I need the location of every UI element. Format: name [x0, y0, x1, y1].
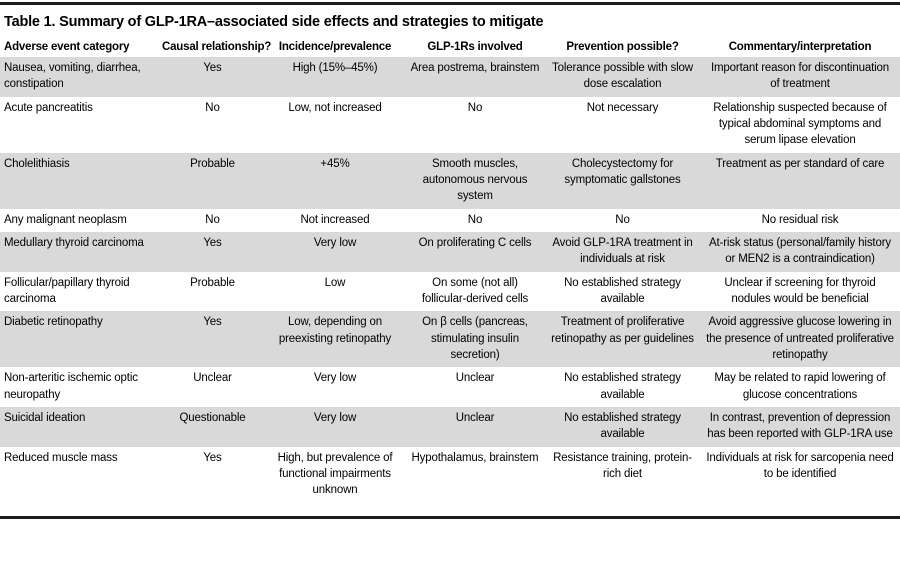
table-cell: Not necessary: [586, 101, 659, 114]
table-cell: Very low: [313, 236, 357, 249]
table-cell: Acute pancreatitis: [4, 101, 93, 114]
table-cell: Cholelithiasis: [4, 157, 70, 170]
table-row: Non-arteritic ischemic optic neuropathy U…: [0, 367, 900, 407]
column-header-adverse-event-category: Adverse event category: [4, 41, 130, 53]
table-cell: Yes: [203, 236, 222, 249]
table-cell: High, but prevalence of functional impai…: [277, 451, 393, 497]
table-cell: No: [205, 213, 220, 226]
table-bottom-rule: [0, 515, 900, 519]
table-cell: May be related to rapid lowering of gluc…: [714, 372, 886, 401]
table-cell: Tolerance possible with slow dose escala…: [552, 62, 693, 91]
table-header-row: Adverse event category Causal relationsh…: [0, 41, 900, 57]
table-cell: Yes: [203, 451, 222, 464]
table-cell: On proliferating C cells: [418, 236, 532, 249]
table-cell: Unclear: [455, 411, 495, 424]
table-body: Nausea, vomiting, diarrhea, constipation…: [0, 57, 900, 503]
table-cell: Individuals at risk for sarcopenia need …: [706, 451, 894, 480]
table-cell: Treatment of proliferative retinopathy a…: [551, 316, 694, 345]
table-cell: Unclear: [455, 372, 495, 385]
table-cell: Low, not increased: [288, 101, 382, 114]
table-row: Suicidal ideation Questionable Very low Unc…: [0, 406, 900, 447]
table-cell: +45%: [320, 157, 350, 170]
table-cell: Hypothalamus, brainstem: [411, 451, 539, 464]
table-cell: High (15%–45%): [292, 62, 378, 74]
table-row: Reduced muscle mass Yes High, but prevalen…: [0, 447, 900, 503]
table-cell: In contrast, prevention of depression ha…: [707, 411, 893, 441]
table-cell: No established strategy available: [564, 276, 681, 305]
table-row: Medullary thyroid carcinoma Yes Very low On…: [0, 231, 900, 272]
table-cell: Cholecystectomy for symptomatic gallston…: [564, 157, 681, 186]
table-cell: No residual risk: [761, 213, 839, 226]
table-cell: Treatment as per standard of care: [715, 157, 885, 170]
table-cell: No: [467, 101, 483, 114]
table-cell: No established strategy available: [564, 372, 681, 401]
table-cell: Avoid aggressive glucose lowering in the…: [706, 316, 894, 361]
table-cell: Medullary thyroid carcinoma: [4, 236, 144, 249]
table-row: Diabetic retinopathy Yes Low, depending on…: [0, 311, 900, 368]
table-cell: No established strategy available: [564, 411, 681, 441]
table-cell: Unclear: [193, 372, 232, 385]
summary-table: Adverse event category Causal relationsh…: [0, 41, 900, 503]
table-cell: Relationship suspected because of typica…: [713, 101, 887, 147]
table-cell: Yes: [203, 62, 222, 74]
table-cell: No: [615, 213, 630, 226]
table-cell: Probable: [190, 276, 235, 289]
table-cell: Yes: [203, 316, 222, 329]
table-row: Cholelithiasis Probable +45% Smooth muscles…: [0, 152, 900, 209]
table-cell: Very low: [313, 411, 357, 424]
table-cell: Not increased: [300, 213, 370, 226]
table-cell: Diabetic retinopathy: [4, 316, 103, 329]
column-header-commentary-interpretation: Commentary/interpretation: [728, 41, 872, 53]
table-cell: Reduced muscle mass: [4, 451, 118, 464]
table-top-rule: [0, 2, 900, 5]
table-cell: Non-arteritic ischemic optic neuropathy: [4, 372, 138, 401]
table-cell: At-risk status (personal/family history …: [708, 236, 892, 266]
table-cell: Questionable: [179, 411, 246, 424]
table-row: Nausea, vomiting, diarrhea, constipation…: [0, 57, 900, 97]
table-cell: Area postrema, brainstem: [410, 62, 540, 74]
table-cell: Important reason for discontinuation of …: [710, 62, 890, 91]
table-row: Any malignant neoplasm No Not increased No N…: [0, 209, 900, 232]
column-header-causal-relationship: Causal relationship?: [162, 41, 272, 53]
table-row: Follicular/papillary thyroid carcinoma Pr…: [0, 272, 900, 312]
table-cell: Very low: [313, 372, 357, 385]
table-title: Table 1. Summary of GLP-1RA–associated s…: [4, 14, 544, 30]
table-cell: Unclear if screening for thyroid nodules…: [724, 276, 876, 305]
table-cell: Smooth muscles, autonomous nervous syste…: [422, 157, 528, 203]
table-cell: Any malignant neoplasm: [4, 213, 127, 226]
table-cell: On β cells (pancreas, stimulating insuli…: [422, 316, 528, 361]
table-cell: Low: [324, 276, 346, 289]
table-cell: On some (not all) follicular-derived cel…: [421, 276, 529, 305]
table-cell: Nausea, vomiting, diarrhea, constipation: [4, 62, 141, 91]
table-cell: Resistance training, protein-rich diet: [553, 451, 692, 480]
table-cell: Follicular/papillary thyroid carcinoma: [4, 276, 130, 305]
table-row: Acute pancreatitis No Low, not increased No…: [0, 97, 900, 153]
table-cell: Low, depending on preexisting retinopath…: [278, 316, 392, 345]
table-cell: Avoid GLP-1RA treatment in individuals a…: [552, 236, 693, 266]
column-header-prevention-possible: Prevention possible?: [566, 41, 679, 53]
column-header-incidence-prevalence: Incidence/prevalence: [278, 41, 392, 53]
table-cell: Probable: [190, 157, 235, 170]
table-cell: Suicidal ideation: [4, 411, 86, 424]
table-cell: No: [467, 213, 483, 226]
table-cell: No: [205, 101, 220, 114]
column-header-glp1rs-involved: GLP-1Rs involved: [427, 41, 523, 53]
